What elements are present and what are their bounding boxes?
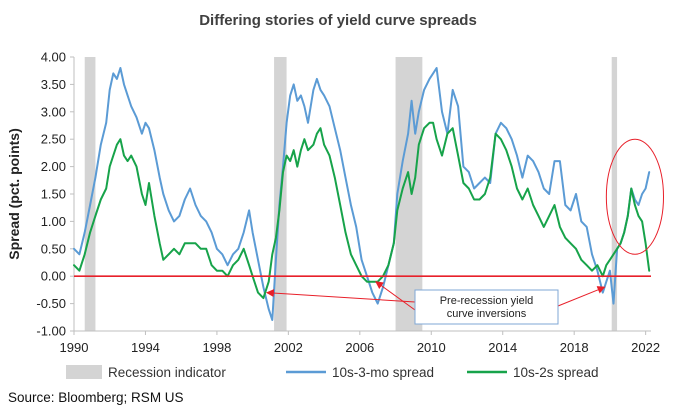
chart-axes: -1.00 -0.50 0.00 0.50 1.00 1.50 2.00 2.50 3.00 3.… xyxy=(36,50,660,356)
chart-legend: Recession indicator 10s-3-mo spread 10s-2s… xyxy=(66,365,599,380)
legend-swatch-recession xyxy=(66,365,102,379)
annotation-text-line-0: Pre-recession yield xyxy=(440,295,534,307)
y-tick-label-6: 2.00 xyxy=(41,159,66,174)
x-tick-label-4: 2006 xyxy=(345,340,374,355)
annotation-arrow-0 xyxy=(265,289,416,303)
recession-band-2 xyxy=(395,57,423,331)
chart-title: Differing stories of yield curve spreads xyxy=(199,12,477,29)
annotation-text-line-1: curve inversions xyxy=(447,308,527,320)
annotation-arrow-2 xyxy=(557,286,606,307)
series-line-1 xyxy=(73,121,651,300)
legend-label-recession: Recession indicator xyxy=(108,365,226,380)
x-tick-label-7: 2018 xyxy=(560,340,589,355)
x-tick-label-6: 2014 xyxy=(488,340,517,355)
y-tick-label-4: 1.00 xyxy=(41,214,66,229)
y-tick-label-7: 2.50 xyxy=(41,132,66,147)
y-tick-label-8: 3.00 xyxy=(41,104,66,119)
chart-series xyxy=(73,67,651,321)
x-tick-label-1: 1994 xyxy=(131,340,160,355)
y-tick-label-0: -1.00 xyxy=(36,324,66,339)
source-note: Source: Bloomberg; RSM US xyxy=(8,390,184,405)
recession-band-0 xyxy=(84,57,96,331)
series-line-0 xyxy=(73,67,651,321)
x-tick-label-3: 2002 xyxy=(274,340,303,355)
x-tick-label-2: 1998 xyxy=(202,340,231,355)
x-tick-label-0: 1990 xyxy=(60,340,89,355)
y-tick-label-5: 1.50 xyxy=(41,187,66,202)
y-axis-label: Spread (pct. points) xyxy=(6,128,22,259)
legend-label-series-1: 10s-2s spread xyxy=(513,365,599,380)
y-tick-label-3: 0.50 xyxy=(41,241,66,256)
recession-band-3 xyxy=(611,57,618,331)
annotation-box xyxy=(414,289,559,325)
y-tick-label-9: 3.50 xyxy=(41,77,66,92)
y-tick-label-10: 4.00 xyxy=(41,50,66,65)
legend-label-series-0: 10s-3-mo spread xyxy=(332,365,434,380)
x-tick-label-8: 2022 xyxy=(631,340,660,355)
y-tick-label-2: 0.00 xyxy=(41,269,66,284)
y-tick-label-1: -0.50 xyxy=(36,296,66,311)
x-tick-label-5: 2010 xyxy=(417,340,446,355)
annotation-arrow-1 xyxy=(375,281,416,311)
recession-bands xyxy=(84,57,618,331)
highlight-ellipse xyxy=(605,138,665,255)
